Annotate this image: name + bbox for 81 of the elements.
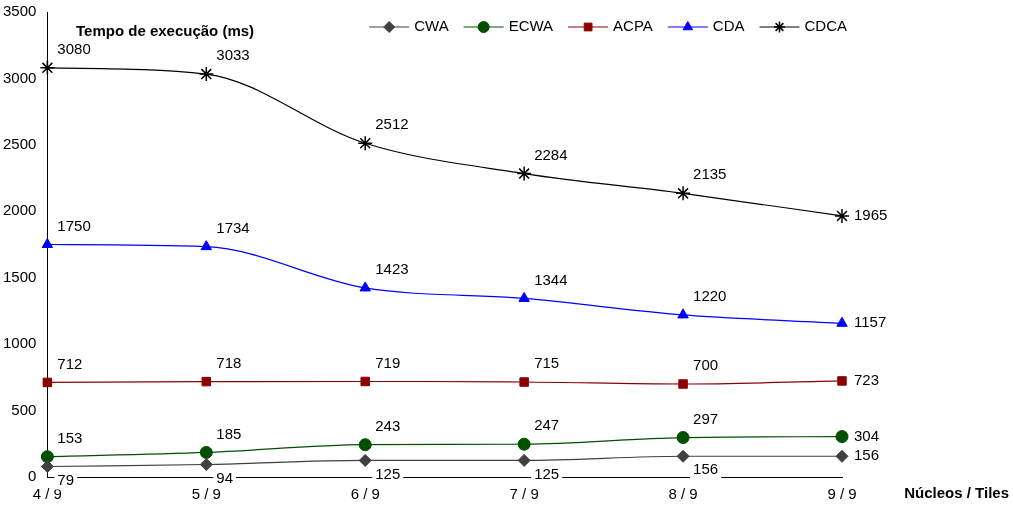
data-label: 1157 xyxy=(854,313,887,331)
data-label: 2512 xyxy=(375,115,409,133)
data-label: 2135 xyxy=(693,165,727,183)
point xyxy=(675,185,691,202)
legend-label: ECWA xyxy=(508,17,554,35)
x-tick-label: 6 / 9 xyxy=(350,485,380,503)
y-tick-label: 0 xyxy=(28,467,37,485)
data-label: 185 xyxy=(216,424,242,442)
point xyxy=(200,240,212,251)
y-tick-label: 3500 xyxy=(2,2,37,20)
y-tick-label: 2500 xyxy=(2,135,37,152)
point xyxy=(42,377,53,388)
point xyxy=(677,308,689,319)
x-tick-label: 8 / 9 xyxy=(668,485,698,503)
data-label: 304 xyxy=(854,426,880,444)
data-label: 2284 xyxy=(534,145,568,163)
y-tick-label: 3000 xyxy=(2,68,37,86)
point xyxy=(676,449,690,463)
data-label: 243 xyxy=(375,416,401,434)
point xyxy=(199,445,213,459)
point xyxy=(39,60,56,76)
data-label: 3080 xyxy=(57,39,91,57)
y-tick-label: 1000 xyxy=(2,334,37,352)
point xyxy=(517,453,531,467)
point xyxy=(518,291,530,302)
x-tick-label: 7 / 9 xyxy=(509,485,539,503)
data-label: 153 xyxy=(57,428,83,446)
point xyxy=(40,450,54,464)
point xyxy=(199,458,213,472)
data-label: 3033 xyxy=(216,46,250,64)
x-axis-title: Núcleos / Tiles xyxy=(904,484,1009,501)
point xyxy=(357,135,373,152)
data-label: 1734 xyxy=(216,218,250,236)
data-label: 247 xyxy=(534,416,560,434)
data-label: 1423 xyxy=(375,260,409,278)
legend-label: CWA xyxy=(414,17,449,35)
legend-label: CDCA xyxy=(804,17,848,35)
data-label: 1220 xyxy=(693,287,727,305)
data-label: 297 xyxy=(693,409,719,427)
data-label: 1750 xyxy=(57,216,91,234)
point xyxy=(41,238,54,248)
point xyxy=(359,281,371,292)
y-tick-label: 1500 xyxy=(2,267,37,285)
point xyxy=(836,316,848,327)
data-label: 1344 xyxy=(534,270,568,288)
data-label: 700 xyxy=(693,356,719,374)
point xyxy=(678,379,688,389)
point xyxy=(835,430,849,444)
data-label: 719 xyxy=(375,353,401,371)
y-tick-label: 2000 xyxy=(2,201,37,219)
data-label: 715 xyxy=(534,354,560,372)
point xyxy=(198,66,215,82)
data-label: 125 xyxy=(375,464,401,482)
data-label: 94 xyxy=(216,468,233,486)
data-label: 712 xyxy=(57,354,83,372)
legend-label: ACPA xyxy=(613,17,653,35)
point xyxy=(835,449,849,463)
data-label: 1965 xyxy=(854,206,888,224)
y-tick-label: 500 xyxy=(11,400,37,418)
legend-label: CDA xyxy=(712,17,745,35)
point xyxy=(519,377,529,387)
point xyxy=(837,376,847,386)
point xyxy=(201,376,212,387)
data-label: 156 xyxy=(854,446,880,464)
data-label: 718 xyxy=(216,353,242,371)
x-tick-label: 5 / 9 xyxy=(191,485,221,503)
data-label: 79 xyxy=(57,470,75,488)
point xyxy=(517,437,531,451)
point xyxy=(834,208,850,224)
data-label: 125 xyxy=(534,464,560,482)
y-axis-title: Tempo de execução (ms) xyxy=(76,22,255,39)
point xyxy=(360,376,370,387)
point xyxy=(676,431,690,445)
x-tick-label: 9 / 9 xyxy=(827,485,857,503)
data-label: 723 xyxy=(854,371,880,389)
data-label: 156 xyxy=(693,460,719,478)
point xyxy=(40,460,54,473)
point xyxy=(516,165,532,182)
point xyxy=(358,438,372,452)
x-tick-label: 4 / 9 xyxy=(32,485,62,503)
point xyxy=(358,453,372,467)
